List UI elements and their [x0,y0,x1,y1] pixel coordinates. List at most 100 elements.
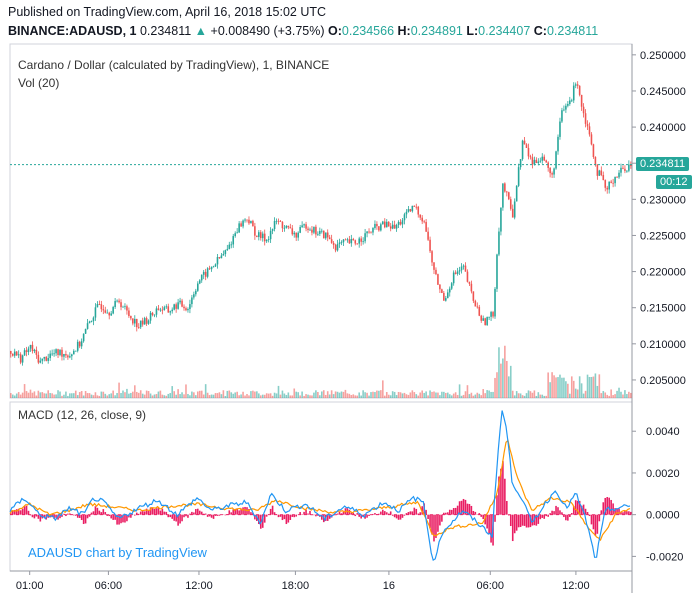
volume-bar [289,395,292,398]
volume-bars [10,345,632,398]
volume-bar [624,390,626,398]
histogram-bar [122,514,124,523]
volume-bar [557,377,559,398]
volume-bar [362,390,364,398]
candle-body [273,221,276,230]
histogram-bar [531,514,534,526]
histogram-bar [563,514,565,518]
histogram-bar [96,507,99,515]
volume-bar [484,393,486,398]
volume-bar [303,395,305,398]
high-label: H: [397,24,411,38]
volume-bar [525,393,528,398]
candle-body [94,307,97,318]
candle-body [439,284,441,290]
volume-bar [106,395,109,398]
volume-bar [561,377,563,398]
candle-body [456,271,459,274]
volume-bar [507,376,510,398]
volume-bar [366,392,368,398]
candle-body [537,161,540,164]
histogram-bar [462,498,465,515]
histogram-bar [273,512,276,515]
candle-body [65,354,67,356]
histogram-bar [218,514,221,516]
histogram-bar [281,514,284,521]
candle-body [279,221,282,222]
volume-bar [596,385,599,398]
histogram-bar [569,514,571,517]
high-value: 0.234891 [410,24,463,38]
histogram-bar [61,514,63,517]
candle-body [116,300,118,302]
candle-body [421,217,423,222]
histogram-bar [586,512,589,515]
histogram-bar [387,513,390,515]
volume-bar [346,393,349,398]
histogram-bar [498,476,500,515]
candle-body [543,156,546,161]
candle-body [173,304,175,310]
candle-body [370,232,372,234]
histogram-bar [559,510,561,515]
histogram-bar [393,514,396,518]
candle-body [462,265,465,267]
candle-body [490,312,492,317]
candle-body [515,185,518,202]
histogram-bar [521,514,524,526]
candle-body [382,221,384,225]
histogram-bar [578,500,581,515]
histogram-bar [114,514,116,520]
candle-body [71,354,73,357]
volume-bar [53,394,55,398]
candle-body [596,164,599,176]
histogram-bar [130,514,132,518]
histogram-bar [21,508,24,515]
histogram-bar [210,514,213,518]
volume-bar [529,391,532,398]
volume-bar [429,390,431,398]
histogram-bar [340,513,343,515]
price-tick-label: 0.240000 [640,122,686,134]
histogram-bar [19,510,22,515]
volume-bar [281,390,284,398]
time-tick-label: 16 [383,580,395,592]
volume-bar [472,395,475,398]
candle-body [389,226,392,229]
candle-body [216,257,219,265]
candle-body [592,144,595,158]
volume-bar [165,395,168,398]
candle-body [507,192,510,200]
volume-bar [135,391,138,398]
candle-body [281,221,284,229]
volume-bar [175,394,177,398]
volume-legend: Vol (20) [18,76,60,90]
volume-bar [462,394,465,398]
histogram-bar [165,511,168,515]
volume-bar [57,390,59,398]
candle-body [252,220,254,227]
candle-body [582,106,585,114]
candle-body [385,221,388,228]
histogram-bar [315,514,317,517]
candle-body [334,244,337,251]
histogram-bar [616,508,618,515]
volume-bar [153,394,156,398]
candle-body [57,349,59,356]
volume-bar [299,395,301,398]
histogram-bar [65,514,67,517]
histogram-bar [509,514,512,527]
ohlc-header: BINANCE:ADAUSD, 1 0.234811 ▲ +0.008490 (… [8,24,598,38]
histogram-bar [574,500,577,515]
candle-body [153,314,156,316]
volume-bar [535,395,538,398]
volume-bar [185,384,187,398]
volume-bar [350,395,353,398]
volume-bar [216,393,219,398]
volume-bar [326,391,329,398]
histogram-bar [470,505,473,515]
candle-body [29,344,32,349]
histogram-bar [74,514,77,516]
volume-bar [448,394,451,398]
